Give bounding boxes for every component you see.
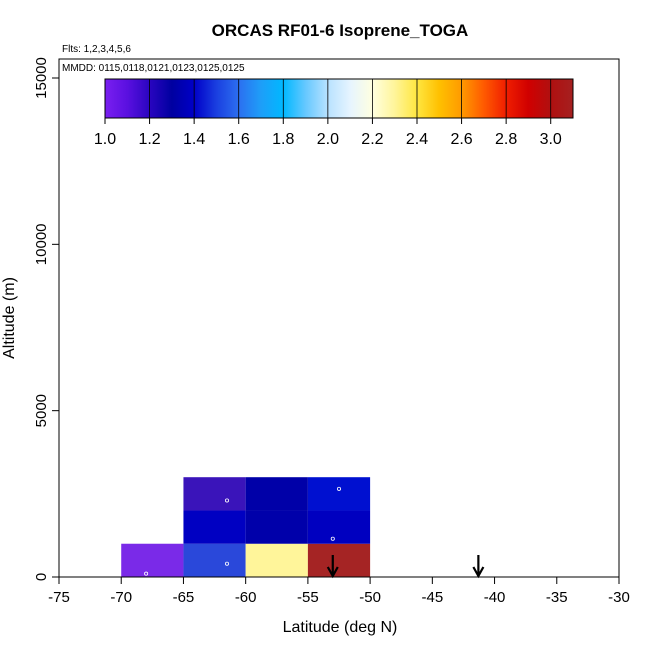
sample-point <box>224 561 229 566</box>
heatmap-cell <box>121 543 184 577</box>
heatmap-cell <box>307 543 371 577</box>
x-tick-label: -65 <box>173 589 195 606</box>
x-tick-label: -50 <box>359 589 381 606</box>
sample-point <box>330 536 335 541</box>
x-tick-label: -30 <box>608 589 630 606</box>
colorbar-tick-label: 1.4 <box>183 131 205 148</box>
heatmap-cell <box>183 477 246 511</box>
location-arrow <box>472 555 485 579</box>
colorbar-tick-label: 1.0 <box>94 131 116 148</box>
colorbar-tick-label: 1.6 <box>228 131 250 148</box>
x-tick-label: -40 <box>484 589 506 606</box>
chart-title: ORCAS RF01-6 Isoprene_TOGA <box>212 21 469 40</box>
colorbar <box>104 78 574 119</box>
flights-label: Flts: 1,2,3,4,5,6 <box>62 44 131 55</box>
y-tick-label: 10000 <box>33 223 50 265</box>
colorbar-tick-label: 1.2 <box>138 131 160 148</box>
x-tick-label: -75 <box>48 589 70 606</box>
x-axis-label: Latitude (deg N) <box>283 619 398 636</box>
heatmap-cell <box>245 510 308 544</box>
x-tick-label: -45 <box>421 589 443 606</box>
y-tick-label: 15000 <box>33 57 50 99</box>
y-tick-label: 0 <box>33 573 50 581</box>
heatmap-cell <box>183 510 246 544</box>
dates-label: MMDD: 0115,0118,0121,0123,0125,0125 <box>62 63 245 74</box>
sample-point <box>224 498 229 503</box>
x-tick-label: -60 <box>235 589 257 606</box>
sample-point <box>144 571 149 576</box>
colorbar-tick-label: 2.8 <box>495 131 517 148</box>
heatmap-cell <box>245 477 308 511</box>
heatmap-cell <box>307 510 371 544</box>
location-arrow <box>326 555 339 579</box>
colorbar-tick-label: 2.6 <box>450 131 472 148</box>
colorbar-tick-label: 2.4 <box>406 131 428 148</box>
x-tick-label: -70 <box>110 589 132 606</box>
heatmap-cell <box>245 543 308 577</box>
y-axis-label: Altitude (m) <box>1 277 18 359</box>
colorbar-tick-label: 2.0 <box>317 131 339 148</box>
colorbar-tick-label: 3.0 <box>540 131 562 148</box>
heatmap-cell <box>307 477 371 511</box>
colorbar-tick-label: 2.2 <box>361 131 383 148</box>
y-tick-label: 5000 <box>33 394 50 427</box>
heatmap-cell <box>183 543 246 577</box>
x-tick-label: -35 <box>546 589 568 606</box>
colorbar-tick-label: 1.8 <box>272 131 294 148</box>
x-tick-label: -55 <box>297 589 319 606</box>
sample-point <box>336 486 341 491</box>
